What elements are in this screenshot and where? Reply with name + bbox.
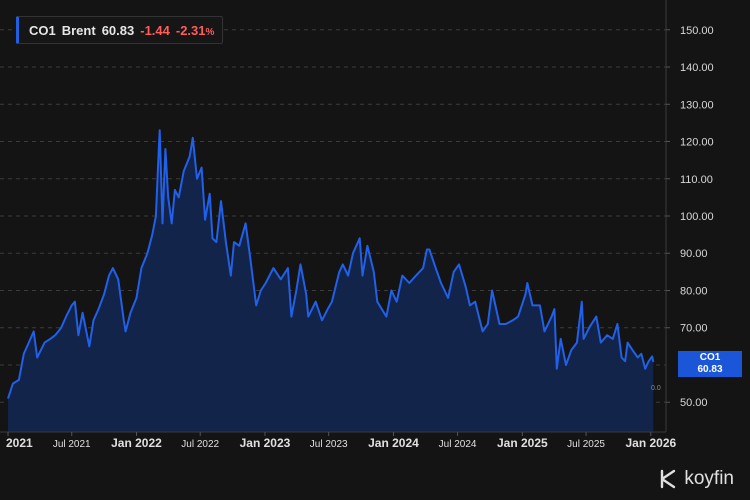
koyfin-logo-icon: [661, 469, 676, 489]
x-tick-label: 2021: [6, 436, 33, 450]
y-tick-label: 90.00: [680, 248, 708, 260]
y-tick-label: 70.00: [680, 323, 708, 335]
x-axis: 2021 Jul 2021 Jan 2022 Jul 2022 Jan 2023 Jul …: [6, 432, 677, 450]
legend-change-pct-value: -2.31: [175, 22, 206, 38]
y-axis: 50.00 70.00 80.00 90.00 100.00 110.00 120.00 13…: [666, 25, 714, 409]
last-price-tag: CO1 60.83: [678, 351, 742, 377]
legend-change-pct: -2.31%: [176, 23, 215, 38]
legend-name: Brent: [61, 22, 96, 38]
x-tick-label: Jan 2024: [368, 436, 419, 450]
x-tick-label: Jul 2024: [439, 439, 477, 450]
price-area-fill: [8, 130, 654, 433]
brand-name: koyfin: [684, 468, 734, 489]
y-tick-label: 120.00: [680, 137, 714, 149]
price-line[interactable]: [7, 129, 655, 399]
y-tick-label: 100.00: [680, 211, 714, 223]
y-tick-label: 150.00: [680, 25, 714, 37]
x-tick-label: Jul 2021: [53, 439, 91, 450]
legend-pct-sign: %: [205, 26, 215, 38]
x-tick-label: Jul 2025: [567, 439, 605, 450]
legend-symbol: CO1: [29, 22, 56, 38]
x-tick-label: Jan 2025: [497, 436, 548, 450]
x-tick-label: Jan 2023: [240, 436, 291, 450]
last-tag-symbol: CO1: [699, 352, 721, 363]
y-tick-label: 110.00: [680, 174, 713, 186]
last-tag-value: 60.83: [697, 364, 723, 375]
axis-small-label: 0.0: [651, 385, 661, 392]
legend-change: -1.44: [140, 22, 170, 38]
y-tick-label: 80.00: [680, 285, 708, 297]
y-tick-label: 130.00: [680, 99, 714, 111]
y-tick-label: 140.00: [680, 62, 714, 74]
brand-logo: koyfin: [658, 468, 734, 490]
x-tick-label: Jul 2023: [310, 439, 348, 450]
series-legend[interactable]: CO1 Brent 60.83 -1.44 -2.31%: [16, 16, 224, 44]
y-tick-label: 50.00: [680, 397, 708, 409]
x-tick-label: Jan 2022: [111, 436, 162, 450]
legend-last-value: 60.83: [101, 22, 135, 38]
x-tick-label: Jul 2022: [181, 439, 219, 450]
x-tick-label: Jan 2026: [625, 436, 676, 450]
